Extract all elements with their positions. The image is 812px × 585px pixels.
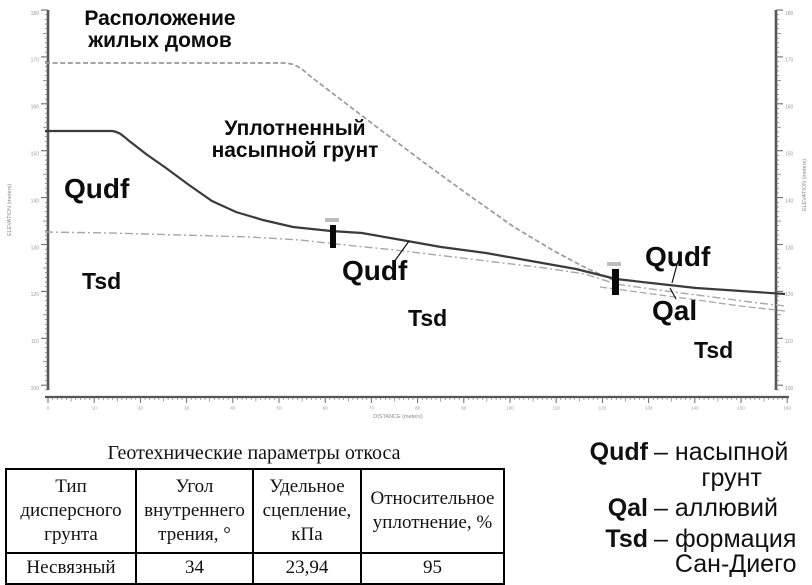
svg-text:130: 130 <box>31 245 40 251</box>
label-tsd-right: Tsd <box>694 337 734 363</box>
legend-code: Tsd <box>605 524 648 553</box>
leader-qal-right <box>669 287 677 300</box>
svg-text:60: 60 <box>323 406 329 411</box>
col-header-cohesion: Удельное сцепление, кПа <box>252 468 362 554</box>
svg-text:140: 140 <box>691 406 699 411</box>
svg-text:150: 150 <box>737 406 745 411</box>
ground-surface-line <box>45 129 786 296</box>
svg-text:160: 160 <box>783 406 791 411</box>
legend-item-qudf: Qudf – насыпной грунт <box>578 438 810 492</box>
left-axis-title: ELEVATION (meters) <box>7 184 13 236</box>
table-title: Геотехнические параметры откоса <box>107 442 401 464</box>
label-qudf-right: Qudf <box>645 241 711 272</box>
legend-desc: формация Сан-Диего <box>674 524 797 578</box>
svg-text:50: 50 <box>276 406 282 411</box>
svg-text:130: 130 <box>785 245 794 251</box>
legend-item-qal: Qal – аллювий <box>578 494 810 522</box>
legend-code: Qal <box>607 494 648 522</box>
svg-text:110: 110 <box>31 339 39 345</box>
svg-text:90: 90 <box>461 406 467 411</box>
svg-text:100: 100 <box>506 406 514 411</box>
fill-base-contact-line <box>44 231 786 307</box>
legend-dash: – <box>654 494 668 522</box>
label-housing: Расположение жилых домов <box>84 7 236 53</box>
cross-section-chart: 180 180 170 170 160 160 150 150 140 140 130 130 120 1… <box>7 7 808 420</box>
legend-dash: – <box>654 438 668 466</box>
borehole-marker-icon <box>612 269 619 295</box>
svg-text:170: 170 <box>31 58 40 64</box>
housing-location-line <box>45 62 614 281</box>
leader-qudf-mid <box>393 240 410 263</box>
svg-text:100: 100 <box>31 386 40 392</box>
cell-cohesion: 23,94 <box>252 552 362 585</box>
legend: Qudf – насыпной грунт Qal – аллювий Tsd … <box>578 438 810 583</box>
cell-compaction: 95 <box>360 552 505 585</box>
svg-text:150: 150 <box>31 152 40 158</box>
cell-friction: 34 <box>135 552 254 585</box>
svg-text:150: 150 <box>785 152 794 158</box>
cross-section-svg: 180 180 170 170 160 160 150 150 140 140 130 130 120 1… <box>7 9 808 420</box>
svg-text:140: 140 <box>31 198 40 204</box>
right-axis-title: ELEVATION (meters) <box>802 159 808 211</box>
axis-ticks: 180 180 170 170 160 160 150 150 140 140 130 130 120 1… <box>31 9 794 411</box>
svg-text:70: 70 <box>369 406 375 411</box>
label-tsd-mid: Tsd <box>408 305 448 331</box>
col-header-soil-type: Тип дисперсного грунта <box>5 468 137 554</box>
label-qudf-mid: Qudf <box>342 255 408 286</box>
svg-text:120: 120 <box>599 406 607 411</box>
svg-text:160: 160 <box>31 105 40 111</box>
geotech-table: Тип дисперсного грунта Угол внутреннего … <box>5 468 505 585</box>
svg-text:160: 160 <box>785 105 794 111</box>
svg-text:20: 20 <box>138 406 144 411</box>
col-header-compaction: Относительное уплотнение, % <box>360 468 505 554</box>
svg-text:0: 0 <box>47 406 50 411</box>
svg-text:100: 100 <box>785 386 794 392</box>
label-compacted-fill: Уплотненный насыпной грунт <box>211 117 379 163</box>
legend-desc: аллювий <box>674 494 778 522</box>
svg-text:110: 110 <box>785 339 793 345</box>
table-header-row: Тип дисперсного грунта Угол внутреннего … <box>5 468 505 554</box>
svg-text:120: 120 <box>785 292 794 298</box>
svg-text:170: 170 <box>785 58 794 64</box>
svg-text:30: 30 <box>184 406 190 411</box>
borehole-tag <box>325 218 339 222</box>
col-header-friction: Угол внутреннего трения, ° <box>135 468 254 554</box>
svg-text:180: 180 <box>785 11 794 17</box>
legend-code: Qudf <box>589 438 648 466</box>
legend-item-tsd: Tsd – формация Сан-Диего <box>578 524 810 578</box>
svg-text:40: 40 <box>230 406 236 411</box>
svg-text:120: 120 <box>31 292 40 298</box>
alluvium-base-contact-line <box>599 286 786 312</box>
label-qudf-left: Qudf <box>64 173 130 204</box>
svg-text:80: 80 <box>415 406 421 411</box>
svg-text:110: 110 <box>553 406 561 411</box>
label-qal-right: Qal <box>652 295 698 326</box>
svg-text:130: 130 <box>645 406 653 411</box>
svg-text:180: 180 <box>31 11 40 17</box>
leader-qudf-right <box>671 260 679 284</box>
borehole-tag <box>607 262 621 266</box>
legend-dash: – <box>654 524 668 553</box>
svg-text:10: 10 <box>92 406 98 411</box>
label-tsd-left: Tsd <box>82 268 122 294</box>
table-row: Несвязный 34 23,94 95 <box>5 552 505 585</box>
x-axis-title: DISTANCE (meters) <box>373 414 423 420</box>
legend-desc: насыпной грунт <box>674 438 789 492</box>
cell-soil-type: Несвязный <box>5 552 137 585</box>
borehole-marker-icon <box>330 225 336 248</box>
svg-text:140: 140 <box>785 198 794 204</box>
